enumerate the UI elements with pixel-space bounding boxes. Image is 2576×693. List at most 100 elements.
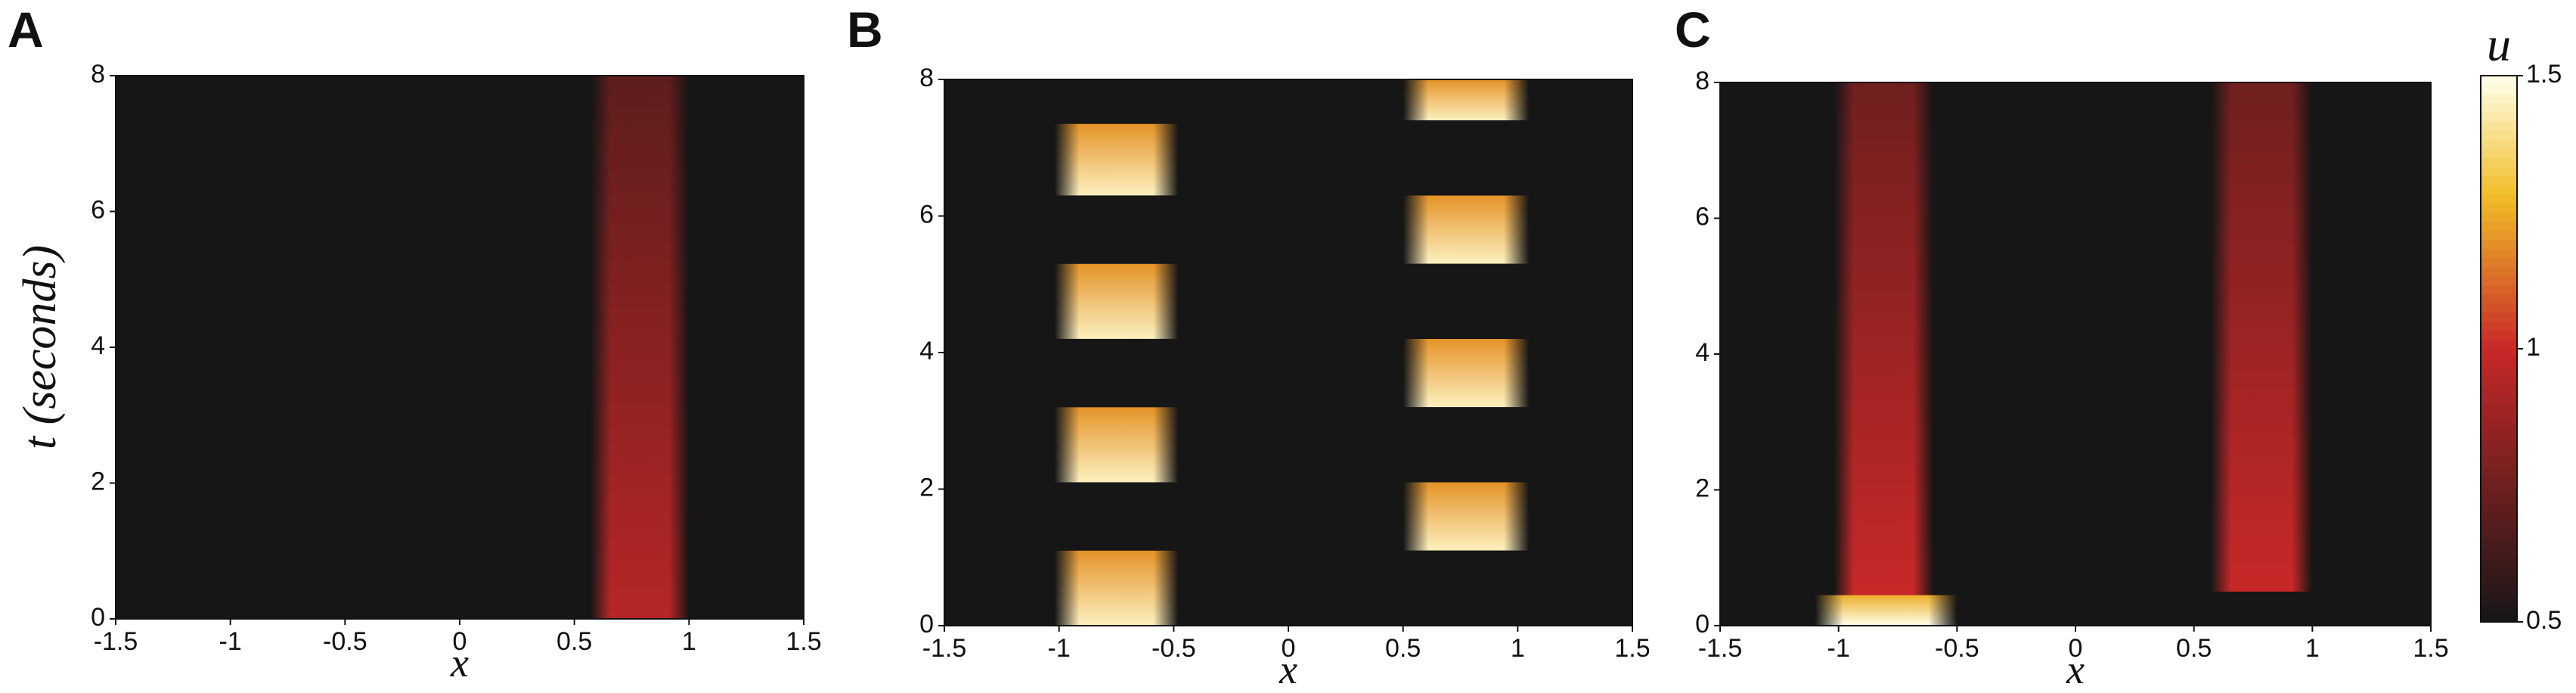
x-tick-label: -1.5 (1698, 634, 1743, 663)
colorbar-step (2481, 166, 2517, 176)
y-tick-label: 8 (1695, 67, 1710, 95)
colorbar-step (2481, 239, 2517, 250)
colorbar-step (2481, 394, 2517, 404)
colorbar-step (2481, 367, 2517, 377)
heat-region (1054, 407, 1179, 483)
x-tick-label: 0.5 (2176, 634, 2212, 663)
colorbar-step (2481, 275, 2517, 286)
panel-label: C (1675, 2, 1711, 57)
x-tick-label: 0.5 (1385, 634, 1421, 663)
colorbar-step (2481, 412, 2517, 422)
colorbar-step (2481, 403, 2517, 413)
colorbar-step (2481, 548, 2517, 559)
colorbar-step (2481, 203, 2517, 213)
colorbar-step (2481, 558, 2517, 568)
x-tick-label: -0.5 (1152, 634, 1196, 663)
heat-region (1403, 195, 1530, 264)
colorbar-step (2481, 567, 2517, 577)
colorbar-step (2481, 157, 2517, 167)
x-tick-label: 0 (2069, 634, 2083, 663)
colorbar-step (2481, 121, 2517, 131)
y-tick-label: 2 (1695, 474, 1710, 502)
colorbar-step (2481, 339, 2517, 350)
colorbar-step (2481, 230, 2517, 241)
colorbar-step (2481, 603, 2517, 614)
colorbar-step (2481, 349, 2517, 359)
x-tick-label: 1 (1511, 634, 1525, 663)
x-tick-label: 0 (453, 627, 467, 656)
heat-region (590, 76, 690, 619)
colorbar-step (2481, 585, 2517, 595)
y-axis-label: t (seconds) (14, 245, 66, 449)
y-tick-label: 4 (91, 331, 105, 360)
colorbar-step (2481, 176, 2517, 185)
colorbar-step (2481, 485, 2517, 496)
heat-region (2210, 82, 2313, 592)
x-tick-label: 0 (1282, 634, 1296, 663)
colorbar-step (2481, 94, 2517, 104)
colorbar-step (2481, 130, 2517, 140)
colorbar-step (2481, 103, 2517, 113)
colorbar-step (2481, 539, 2517, 550)
y-tick-label: 2 (91, 467, 105, 496)
plot-background (1720, 82, 2431, 626)
x-tick-label: -1 (219, 627, 242, 656)
x-tick-label: 0.5 (556, 627, 592, 656)
y-tick-label: 4 (919, 337, 934, 365)
colorbar-tick-label: 1.5 (2526, 60, 2562, 89)
colorbar-tick-label: 0.5 (2526, 606, 2562, 635)
heat-region (1054, 123, 1179, 196)
colorbar-step (2481, 476, 2517, 486)
x-tick-label: -0.5 (1935, 634, 1979, 663)
colorbar-step (2481, 248, 2517, 259)
colorbar-step (2481, 321, 2517, 331)
colorbar-step (2481, 512, 2517, 523)
y-tick-label: 6 (1695, 202, 1710, 231)
colorbar-step (2481, 76, 2517, 85)
x-tick-label: 1.5 (786, 627, 821, 656)
colorbar-step (2481, 521, 2517, 532)
heat-region (1403, 338, 1530, 408)
panel-label: A (8, 2, 44, 57)
colorbar-step (2481, 212, 2517, 222)
colorbar-step (2481, 594, 2517, 604)
colorbar-step (2481, 612, 2517, 623)
colorbar-step (2481, 148, 2517, 158)
heat-region (1403, 482, 1530, 551)
plot-background (116, 76, 804, 619)
y-tick-label: 6 (91, 195, 105, 224)
colorbar-step (2481, 467, 2517, 477)
heat-region (1815, 595, 1958, 626)
colorbar-step (2481, 294, 2517, 304)
y-tick-label: 6 (919, 200, 934, 228)
colorbar-step (2481, 303, 2517, 313)
x-axis-label: x (2066, 647, 2085, 692)
colorbar-step (2481, 449, 2517, 458)
colorbar-label: u (2487, 17, 2511, 71)
heat-region (1054, 263, 1179, 339)
colorbar-step (2481, 576, 2517, 586)
colorbar-tick-label: 1 (2526, 333, 2540, 362)
colorbar-step (2481, 440, 2517, 449)
colorbar-step (2481, 112, 2517, 122)
colorbar-step (2481, 139, 2517, 149)
y-tick-label: 4 (1695, 338, 1710, 367)
x-tick-label: 1.5 (2413, 634, 2448, 663)
colorbar-step (2481, 221, 2517, 232)
colorbar-step (2481, 257, 2517, 268)
colorbar-step (2481, 194, 2517, 204)
x-axis-label: x (1279, 647, 1297, 692)
colorbar-step (2481, 330, 2517, 340)
x-tick-label: -1 (1827, 634, 1850, 663)
colorbar-step (2481, 284, 2517, 295)
colorbar-step (2481, 358, 2517, 368)
colorbar-step (2481, 458, 2517, 468)
x-tick-label: 1.5 (1614, 634, 1650, 663)
y-tick-label: 0 (91, 603, 105, 632)
heat-region (1834, 82, 1933, 599)
y-tick-label: 0 (1695, 610, 1710, 639)
colorbar-step (2481, 530, 2517, 541)
colorbar-step (2481, 385, 2517, 395)
y-tick-label: 2 (919, 473, 934, 502)
colorbar-step (2481, 430, 2517, 440)
